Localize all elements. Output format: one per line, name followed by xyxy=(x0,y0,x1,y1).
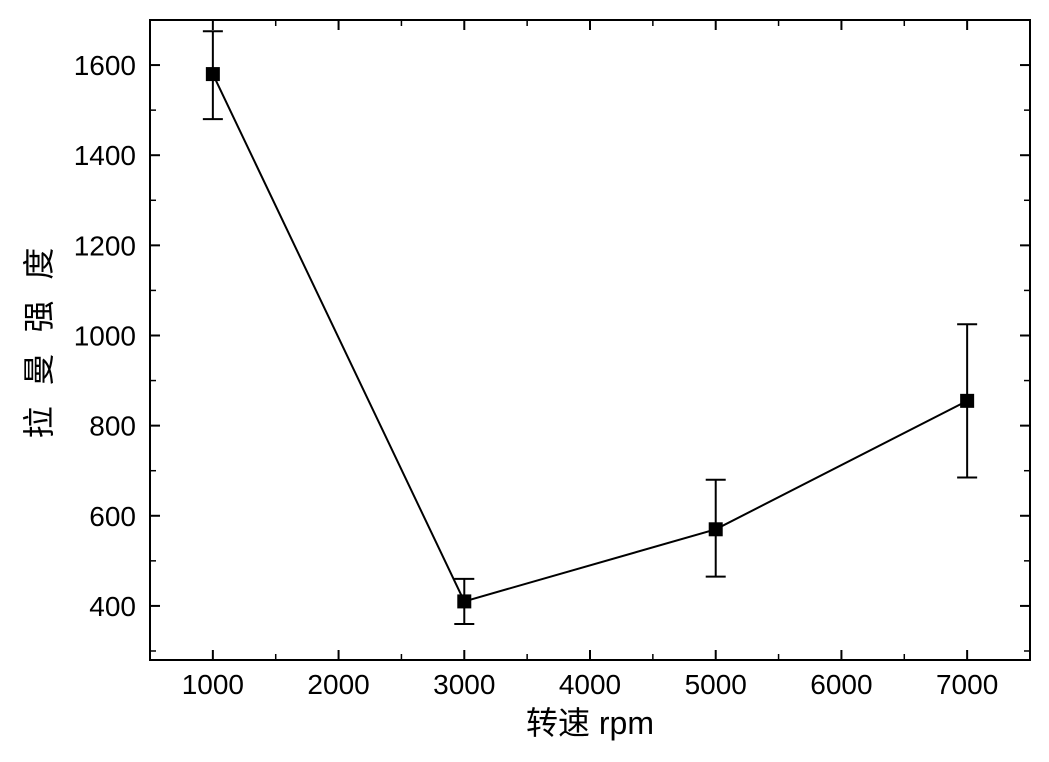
data-marker xyxy=(709,522,723,536)
x-tick-label: 2000 xyxy=(307,669,369,700)
y-tick-label: 400 xyxy=(89,591,136,622)
y-tick-label: 1000 xyxy=(74,320,136,351)
x-tick-label: 3000 xyxy=(433,669,495,700)
x-tick-label: 4000 xyxy=(559,669,621,700)
y-tick-label: 1200 xyxy=(74,230,136,261)
y-axis-title: 拉 曼 强 度 xyxy=(21,242,57,439)
chart-svg: 1000 2000 3000 4000 5000 6000 7000 400 600 800 100… xyxy=(0,0,1049,762)
plot-frame xyxy=(150,20,1030,660)
chart-container: 1000 2000 3000 4000 5000 6000 7000 400 600 800 100… xyxy=(0,0,1049,762)
series-line xyxy=(213,74,967,601)
x-tick-label: 1000 xyxy=(182,669,244,700)
data-marker xyxy=(206,67,220,81)
x-tick-label: 5000 xyxy=(685,669,747,700)
x-tick-label: 7000 xyxy=(936,669,998,700)
x-axis-title: 转速 rpm xyxy=(526,705,654,741)
y-tick-label: 600 xyxy=(89,501,136,532)
y-tick-label: 800 xyxy=(89,411,136,442)
data-marker xyxy=(457,594,471,608)
y-tick-label: 1600 xyxy=(74,50,136,81)
y-tick-label: 1400 xyxy=(74,140,136,171)
x-tick-label: 6000 xyxy=(810,669,872,700)
data-marker xyxy=(960,394,974,408)
